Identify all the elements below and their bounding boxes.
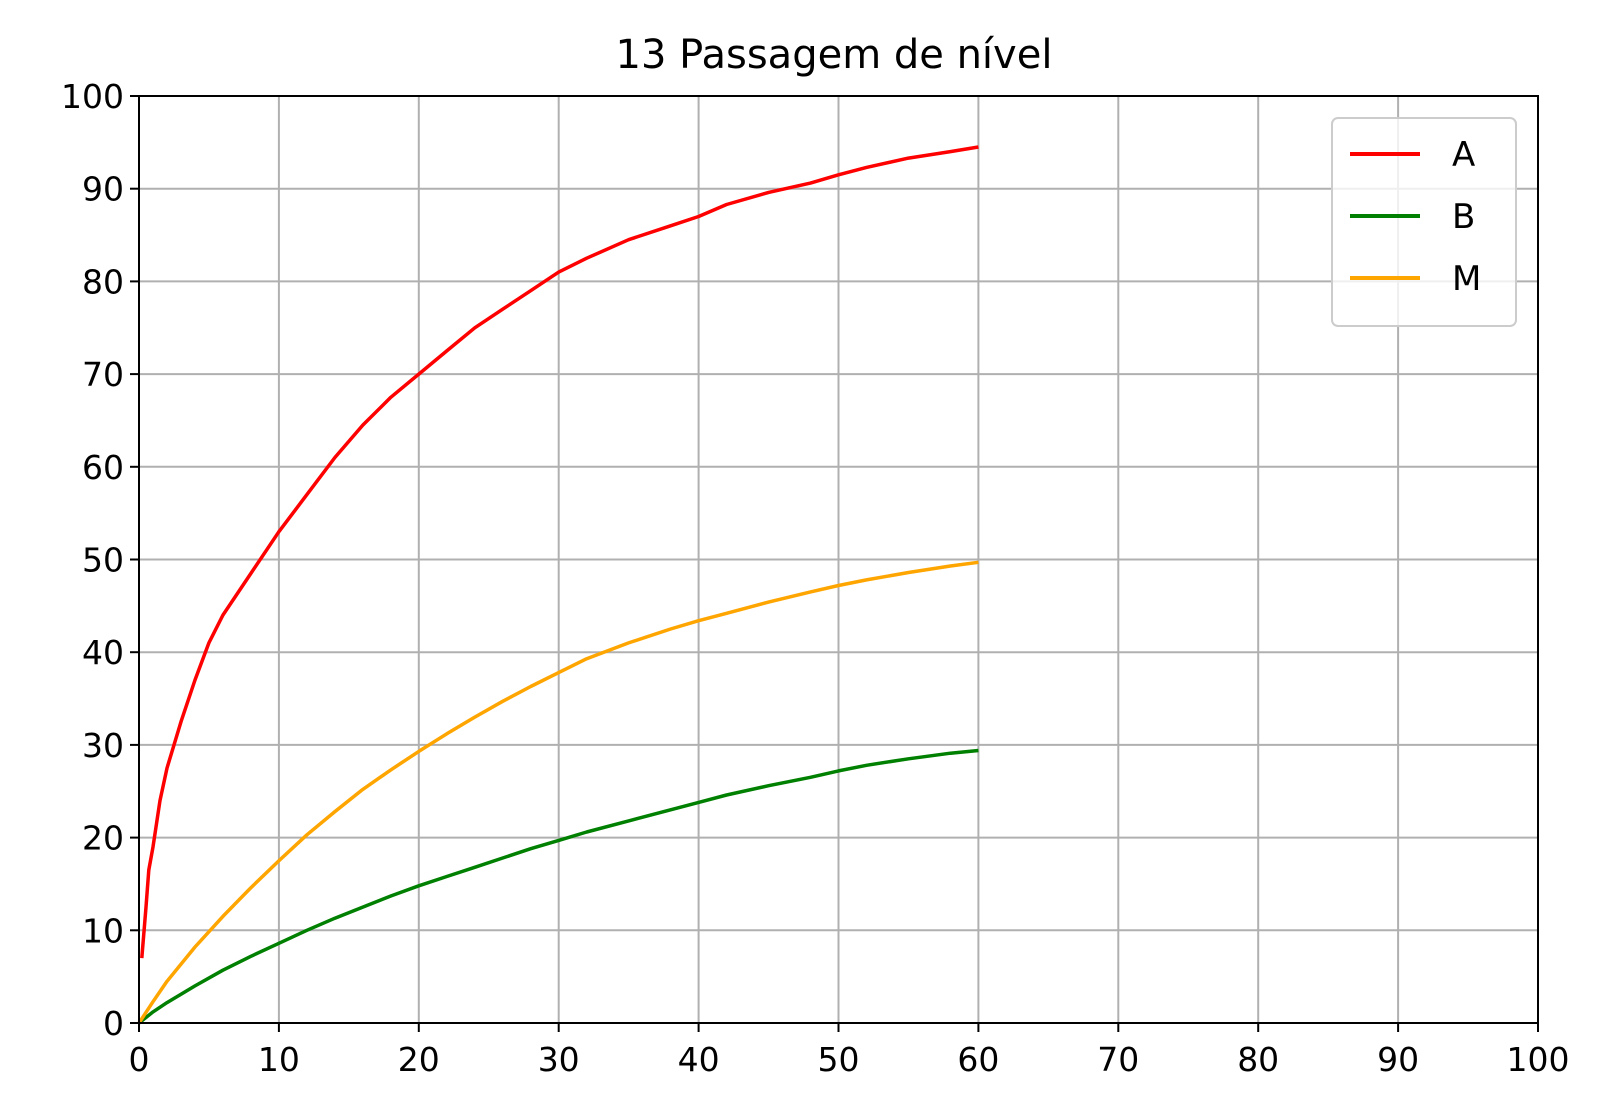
y-tick-label: 70 xyxy=(82,355,124,394)
x-tick-label: 0 xyxy=(129,1040,150,1079)
y-axis: 0 10 20 30 40 50 60 70 80 90 100 xyxy=(61,77,139,1043)
y-tick-label: 20 xyxy=(82,819,124,858)
x-tick-label: 80 xyxy=(1237,1040,1279,1079)
x-tick-label: 10 xyxy=(258,1040,300,1079)
y-tick-label: 90 xyxy=(82,170,124,209)
x-tick-label: 90 xyxy=(1377,1040,1419,1079)
series-line-A xyxy=(140,145,979,959)
y-tick-label: 0 xyxy=(103,1004,124,1043)
x-tick-label: 60 xyxy=(957,1040,999,1079)
x-tick-label: 70 xyxy=(1097,1040,1139,1079)
legend-label-B: B xyxy=(1452,197,1475,237)
series-line-B xyxy=(137,748,979,1025)
x-tick-label: 50 xyxy=(818,1040,860,1079)
y-tick-label: 60 xyxy=(82,448,124,487)
x-tick-label: 30 xyxy=(538,1040,580,1079)
x-tick-label: 100 xyxy=(1507,1040,1570,1079)
y-tick-label: 10 xyxy=(82,911,124,950)
x-tick-label: 40 xyxy=(678,1040,720,1079)
chart-title: 13 Passagem de nível xyxy=(616,32,1053,78)
legend-box xyxy=(1331,117,1517,327)
series-line-M xyxy=(137,560,979,1024)
legend: ABM xyxy=(1331,117,1517,327)
y-tick-label: 40 xyxy=(82,633,124,672)
x-tick-label: 20 xyxy=(398,1040,440,1079)
x-axis: 0 10 20 30 40 50 60 70 80 90 100 xyxy=(129,1023,1570,1079)
series-layer xyxy=(137,145,979,1025)
y-tick-label: 30 xyxy=(82,726,124,765)
y-tick-label: 50 xyxy=(82,541,124,580)
y-tick-label: 80 xyxy=(82,262,124,301)
legend-label-M: M xyxy=(1452,259,1481,299)
grid xyxy=(138,95,1539,1024)
y-tick-label: 100 xyxy=(61,77,124,116)
legend-label-A: A xyxy=(1452,135,1475,175)
